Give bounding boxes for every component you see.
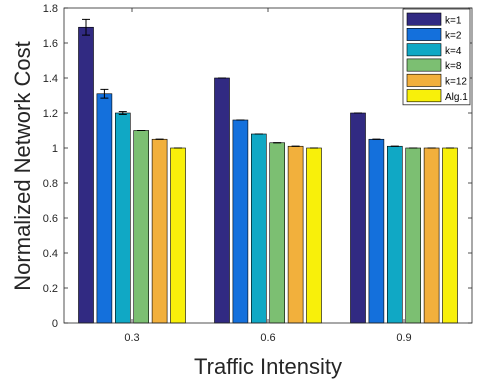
bar: [405, 147, 422, 324]
legend-swatch: [406, 73, 442, 87]
legend-label: Alg.1: [445, 92, 468, 103]
bar: [442, 147, 458, 324]
legend-label: k=12: [445, 77, 467, 88]
bar: [269, 142, 286, 324]
y-tick-label: 1.8: [43, 3, 58, 15]
bar: [133, 130, 149, 324]
legend-swatch: [406, 27, 442, 41]
y-tick-label: 0: [52, 318, 58, 330]
bar: [251, 133, 267, 324]
legend: k=1 k=2 k=4 k=8 k=12 Alg.1: [402, 8, 471, 106]
bar: [350, 112, 366, 324]
bar: [306, 147, 322, 324]
legend-label: k=4: [445, 46, 462, 57]
legend-label: k=2: [445, 31, 462, 42]
bar: [96, 93, 113, 324]
bar: [151, 138, 168, 324]
legend-swatch: [406, 58, 442, 72]
bar: [423, 147, 440, 324]
y-tick-label: 0.8: [43, 178, 58, 190]
y-tick-label: 1: [52, 143, 58, 155]
x-tick-label: 0.6: [260, 332, 275, 344]
bar: [115, 112, 131, 324]
x-tick-label: 0.9: [396, 332, 411, 344]
legend-label: k=8: [445, 61, 462, 72]
bar: [368, 138, 385, 324]
error-bars-layer: [82, 18, 454, 149]
bar: [78, 26, 94, 324]
bar: [287, 145, 304, 324]
legend-swatch: [406, 89, 442, 103]
legend-swatch: [406, 43, 442, 57]
bar: [214, 77, 230, 324]
bars-layer: [78, 26, 458, 324]
x-tick-label: 0.3: [124, 332, 139, 344]
legend-swatch: [406, 12, 442, 26]
y-tick-label: 1.4: [43, 73, 58, 85]
legend-label: k=1: [445, 15, 462, 26]
y-tick-label: 1.2: [43, 108, 58, 120]
y-tick-label: 0.6: [43, 213, 58, 225]
bar: [170, 147, 186, 324]
y-axis-title: Normalized Network Cost: [10, 41, 35, 290]
y-tick-label: 1.6: [43, 38, 58, 50]
y-axis-ticks: 0 0.2 0.4 0.6 0.8 1 1.2 1.4 1.6 1.8: [43, 3, 472, 330]
bar: [232, 119, 249, 324]
y-tick-label: 0.2: [43, 283, 58, 295]
bar: [386, 145, 403, 324]
plot-frame: [63, 7, 473, 324]
y-tick-label: 0.4: [43, 248, 58, 260]
x-axis-title: Traffic Intensity: [194, 354, 342, 379]
